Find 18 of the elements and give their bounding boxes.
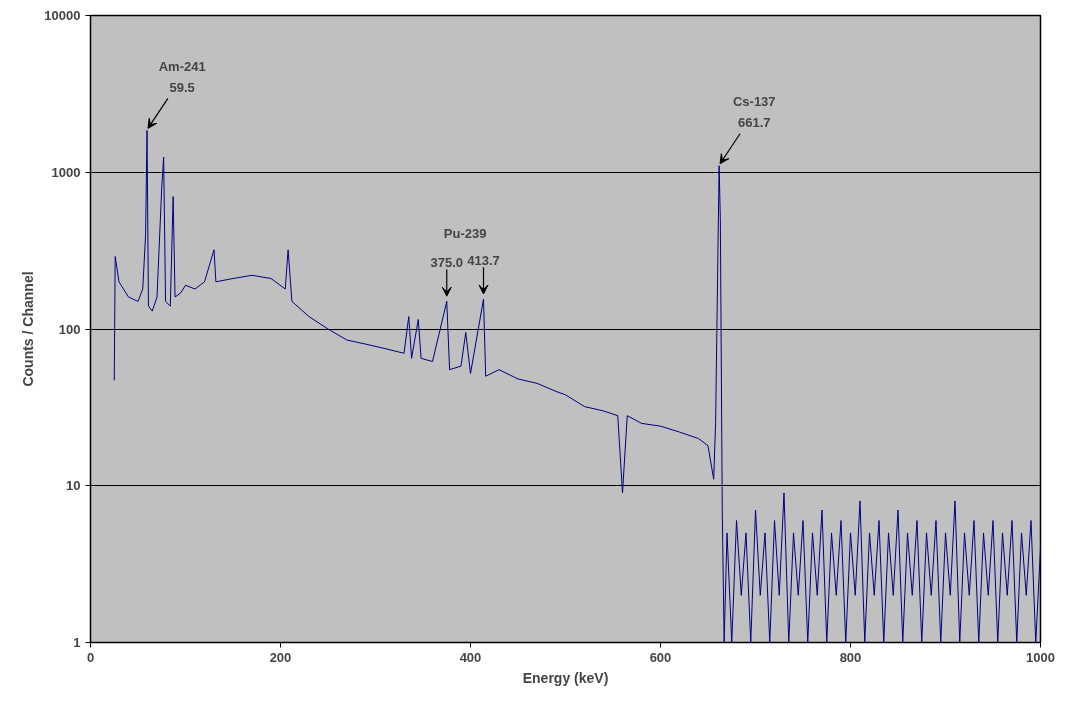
x-axis-title: Energy (keV) bbox=[522, 669, 609, 686]
annotation: Pu-239 bbox=[443, 225, 487, 241]
x-tick-label: 1000 bbox=[1026, 649, 1055, 665]
y-tick-label: 100 bbox=[58, 321, 81, 337]
annotation: Am-241 59.5 bbox=[158, 59, 206, 96]
annotation: 413.7 bbox=[467, 253, 500, 269]
y-tick-label: 10000 bbox=[44, 8, 81, 23]
annotation: Cs-137 661.7 bbox=[732, 94, 776, 131]
x-tick-label: 800 bbox=[839, 649, 862, 665]
y-tick-label: 1000 bbox=[51, 164, 81, 180]
x-tick-label: 200 bbox=[269, 649, 292, 665]
y-axis-title: Counts / Channel bbox=[20, 271, 37, 387]
x-tick-label: 400 bbox=[459, 649, 482, 665]
x-tick-label: 600 bbox=[649, 649, 672, 665]
y-tick-label: 10 bbox=[66, 478, 81, 494]
annotation: 375.0 bbox=[430, 255, 464, 271]
x-tick-label: 0 bbox=[86, 649, 95, 665]
y-tick-label: 1 bbox=[73, 635, 81, 650]
